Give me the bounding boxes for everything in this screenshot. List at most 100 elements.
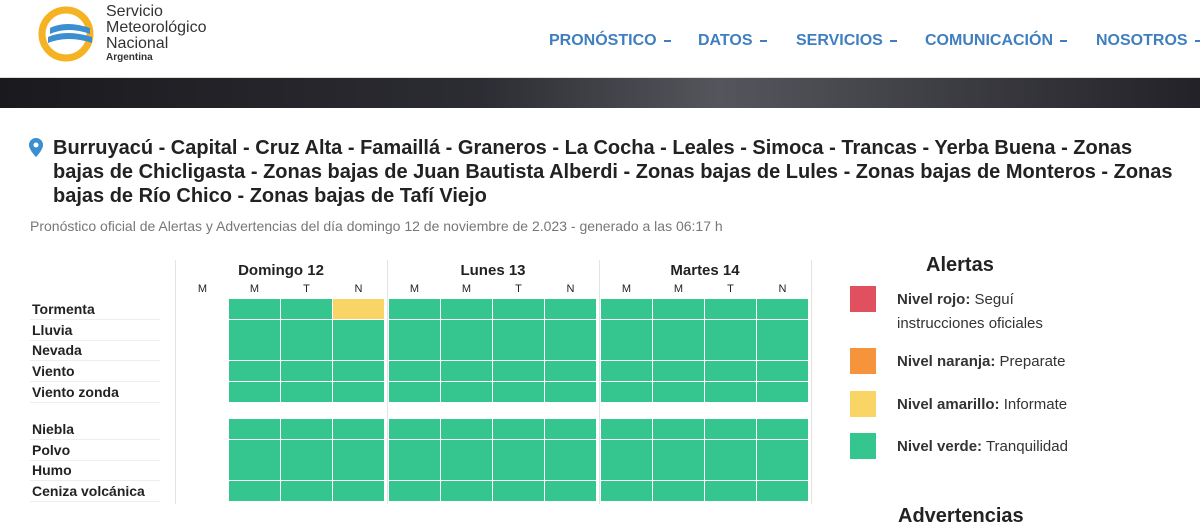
period-label: M xyxy=(249,283,260,295)
logo-text[interactable]: Servicio Meteorológico Nacional Argentin… xyxy=(106,4,207,64)
alert-cell xyxy=(333,460,384,481)
row-label: Nevada xyxy=(32,342,82,359)
nav-item[interactable]: COMUNICACIÓN xyxy=(925,32,1067,50)
alert-cell xyxy=(333,340,384,361)
nav-item[interactable]: DATOS xyxy=(698,32,767,50)
alert-cell xyxy=(389,439,440,460)
alert-cell xyxy=(545,481,596,502)
period-label: T xyxy=(303,283,310,295)
alert-cell xyxy=(757,419,808,439)
period-label: M xyxy=(409,283,420,295)
nav-item[interactable]: SERVICIOS xyxy=(796,32,897,50)
alert-cell xyxy=(281,481,332,502)
alert-cell xyxy=(545,340,596,361)
alert-cell xyxy=(757,340,808,361)
logo-line: Argentina xyxy=(106,52,153,63)
alert-cell xyxy=(389,340,440,361)
nav-item[interactable]: NOSOTROS xyxy=(1096,32,1200,50)
logo-line: Nacional xyxy=(106,35,169,52)
day-header: Domingo 12 xyxy=(238,262,324,279)
alert-cell xyxy=(601,299,652,319)
row-line xyxy=(30,439,160,440)
row-line xyxy=(30,480,160,482)
alert-cell xyxy=(229,481,280,502)
logo-line: Servicio xyxy=(106,3,163,20)
alert-cell xyxy=(601,481,652,502)
level-name: Nivel naranja: xyxy=(897,353,996,370)
alert-cell xyxy=(493,381,544,402)
legend-swatch xyxy=(850,433,876,459)
row-line xyxy=(30,501,160,503)
alert-cell xyxy=(389,460,440,481)
day-header: Martes 14 xyxy=(670,262,740,279)
alert-cell xyxy=(757,299,808,319)
alert-cell xyxy=(441,381,492,402)
alert-cell xyxy=(229,299,280,319)
alert-cell xyxy=(333,439,384,460)
alert-cell xyxy=(601,419,652,439)
column-separator xyxy=(175,260,176,504)
row-line xyxy=(30,319,160,320)
column-separator xyxy=(811,260,812,504)
alert-cell xyxy=(601,439,652,460)
alert-cell xyxy=(493,439,544,460)
alert-cell xyxy=(705,319,756,340)
period-label: N xyxy=(354,283,363,295)
alert-cell xyxy=(705,381,756,402)
alert-cell xyxy=(493,419,544,439)
alert-cell xyxy=(389,299,440,319)
row-label: Polvo xyxy=(32,441,71,458)
alert-cell xyxy=(705,419,756,439)
legend-text: Nivel verde: Tranquilidad xyxy=(897,435,1087,459)
alert-cell xyxy=(229,319,280,340)
alert-cell xyxy=(229,460,280,481)
level-name: Nivel rojo: xyxy=(897,291,971,308)
alert-cell xyxy=(545,361,596,382)
alert-cell xyxy=(705,439,756,460)
legend-title: Alertas xyxy=(926,254,994,276)
legend-swatch xyxy=(850,391,876,417)
alert-cell xyxy=(601,340,652,361)
alert-cell xyxy=(333,361,384,382)
alert-cell xyxy=(653,340,704,361)
row-label: Ceniza volcánica xyxy=(32,483,145,500)
alert-cell xyxy=(441,439,492,460)
alert-cell xyxy=(653,299,704,319)
row-line xyxy=(30,401,160,403)
row-label: Viento zonda xyxy=(32,383,119,400)
alert-cell xyxy=(441,419,492,439)
alert-cell xyxy=(493,319,544,340)
alert-cell xyxy=(493,299,544,319)
logo-line: Meteorológico xyxy=(106,19,207,36)
alert-cell xyxy=(757,361,808,382)
period-label: T xyxy=(515,283,522,295)
alert-cell xyxy=(229,419,280,439)
alert-cell xyxy=(441,319,492,340)
period-label: N xyxy=(566,283,575,295)
alert-cell xyxy=(757,439,808,460)
location-icon xyxy=(29,138,43,157)
period-label: N xyxy=(778,283,787,295)
alert-cell xyxy=(653,481,704,502)
period-label: M xyxy=(621,283,632,295)
nav-item[interactable]: PRONÓSTICO xyxy=(549,32,671,50)
alert-cell xyxy=(653,419,704,439)
column-separator xyxy=(599,260,600,504)
alert-cell xyxy=(441,299,492,319)
logo-icon xyxy=(38,6,94,62)
alert-cell xyxy=(229,361,280,382)
location-title: Burruyacú - Capital - Cruz Alta - Famail… xyxy=(53,137,1173,207)
alert-cell xyxy=(281,361,332,382)
row-label: Niebla xyxy=(32,421,75,437)
alert-cell xyxy=(281,381,332,402)
row-label: Tormenta xyxy=(32,301,95,317)
level-text: Preparate xyxy=(999,353,1066,370)
alert-cell xyxy=(705,299,756,319)
alert-cell xyxy=(229,381,280,402)
row-line xyxy=(30,339,160,341)
day-header: Lunes 13 xyxy=(460,262,526,279)
alert-cell xyxy=(441,340,492,361)
row-line xyxy=(30,459,160,461)
subtitle: Pronóstico oficial de Alertas y Adverten… xyxy=(30,218,723,234)
